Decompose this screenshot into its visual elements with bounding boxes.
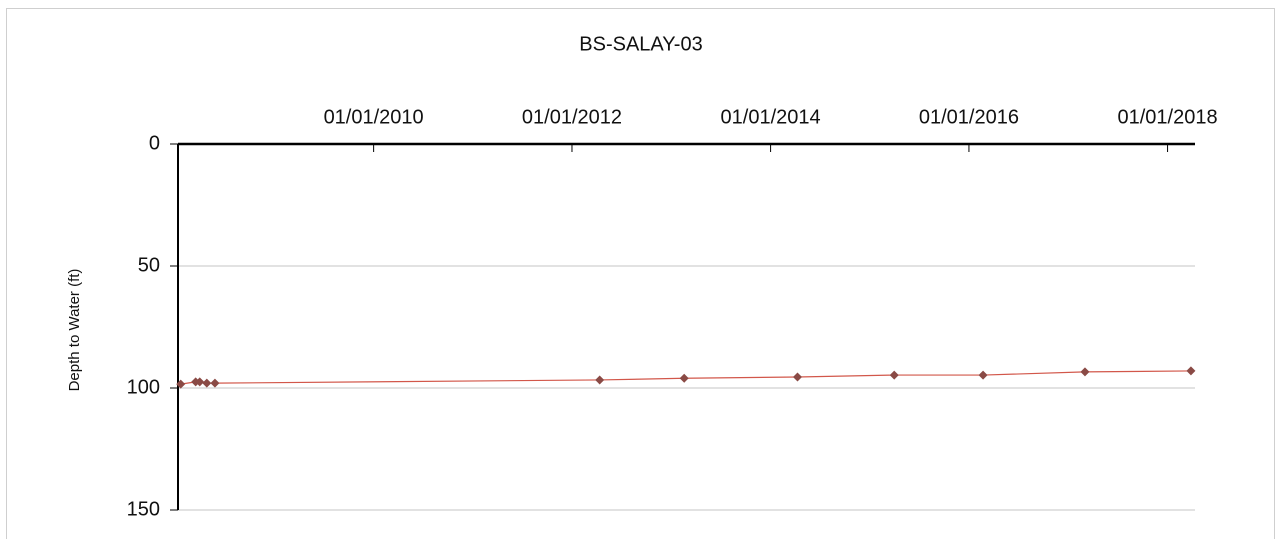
y-axis-label: Depth to Water (ft) bbox=[66, 269, 83, 392]
data-point bbox=[679, 373, 689, 383]
data-point bbox=[595, 375, 605, 385]
y-tick-label: 50 bbox=[138, 254, 160, 276]
data-point bbox=[176, 379, 186, 389]
data-point bbox=[210, 378, 220, 388]
x-tick-label: 01/01/2010 bbox=[324, 106, 424, 128]
data-point bbox=[1186, 366, 1196, 376]
data-point bbox=[792, 372, 802, 382]
x-tick-label: 01/01/2016 bbox=[919, 106, 1019, 128]
y-tick-label: 0 bbox=[149, 132, 160, 154]
data-point bbox=[1080, 367, 1090, 377]
data-point bbox=[195, 377, 205, 387]
x-tick-label: 01/01/2014 bbox=[721, 106, 821, 128]
data-point bbox=[202, 378, 212, 388]
x-tick-label: 01/01/2018 bbox=[1118, 106, 1218, 128]
chart-title: BS-SALAY-03 bbox=[579, 33, 702, 55]
frame bbox=[6, 8, 1275, 539]
data-point bbox=[889, 370, 899, 380]
y-tick-label: 150 bbox=[127, 498, 160, 520]
data-point bbox=[978, 370, 988, 380]
x-tick-label: 01/01/2012 bbox=[522, 106, 622, 128]
y-tick-label: 100 bbox=[127, 376, 160, 398]
